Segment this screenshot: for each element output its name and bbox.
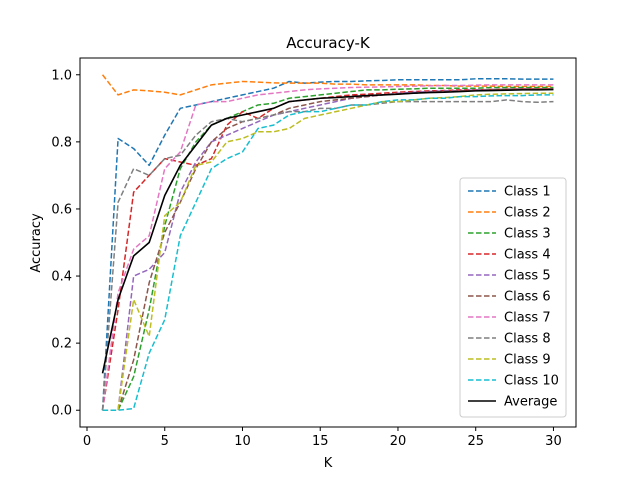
series-line-class-9 <box>102 92 554 411</box>
legend-label: Class 8 <box>504 332 551 347</box>
y-tick-label: 0.4 <box>51 270 72 285</box>
x-axis-title: K <box>324 456 333 471</box>
series-line-class-7 <box>101 84 554 411</box>
x-tick-label: 0 <box>83 434 91 449</box>
x-tick-label: 10 <box>234 434 251 449</box>
x-tick-label: 30 <box>545 434 562 449</box>
series-line-average <box>101 88 554 374</box>
legend-box <box>459 177 567 418</box>
x-tick-label: 25 <box>467 434 484 449</box>
chart-title: Accuracy-K <box>286 34 371 52</box>
legend-label: Class 4 <box>504 248 551 263</box>
legend-label: Class 5 <box>504 269 551 284</box>
series-line-class-3 <box>102 86 554 411</box>
legend-label: Class 7 <box>504 311 551 326</box>
legend: Class 1 Class 2 Class 3 Class 4 Class 5 Class… <box>459 177 567 418</box>
legend-label: Class 9 <box>504 353 551 368</box>
y-axis-title: Accuracy <box>29 213 44 273</box>
y-tick-label: 0.8 <box>51 135 72 150</box>
axis-ticks: 0 5 10 15 20 25 30 0.0 0.2 0.4 0.6 0.8 1.0 <box>51 68 561 449</box>
legend-label: Class 2 <box>504 206 551 221</box>
legend-label: Class 10 <box>504 374 559 389</box>
plot-frame <box>79 57 577 428</box>
plot-lines <box>101 74 554 411</box>
series-line-class-1 <box>101 78 554 411</box>
legend-label: Average <box>504 395 557 410</box>
legend-label: Class 1 <box>504 185 551 200</box>
series-line-class-2 <box>101 74 554 96</box>
legend-label: Class 3 <box>504 227 551 242</box>
x-tick-label: 5 <box>161 434 169 449</box>
x-tick-label: 15 <box>312 434 329 449</box>
y-tick-label: 0.0 <box>51 404 72 419</box>
y-tick-label: 0.6 <box>51 202 72 217</box>
x-tick-label: 20 <box>390 434 407 449</box>
series-line-class-10 <box>102 94 554 411</box>
y-tick-label: 1.0 <box>51 68 72 83</box>
y-tick-label: 0.2 <box>51 337 72 352</box>
series-line-class-8 <box>101 99 554 411</box>
legend-label: Class 6 <box>504 290 551 305</box>
